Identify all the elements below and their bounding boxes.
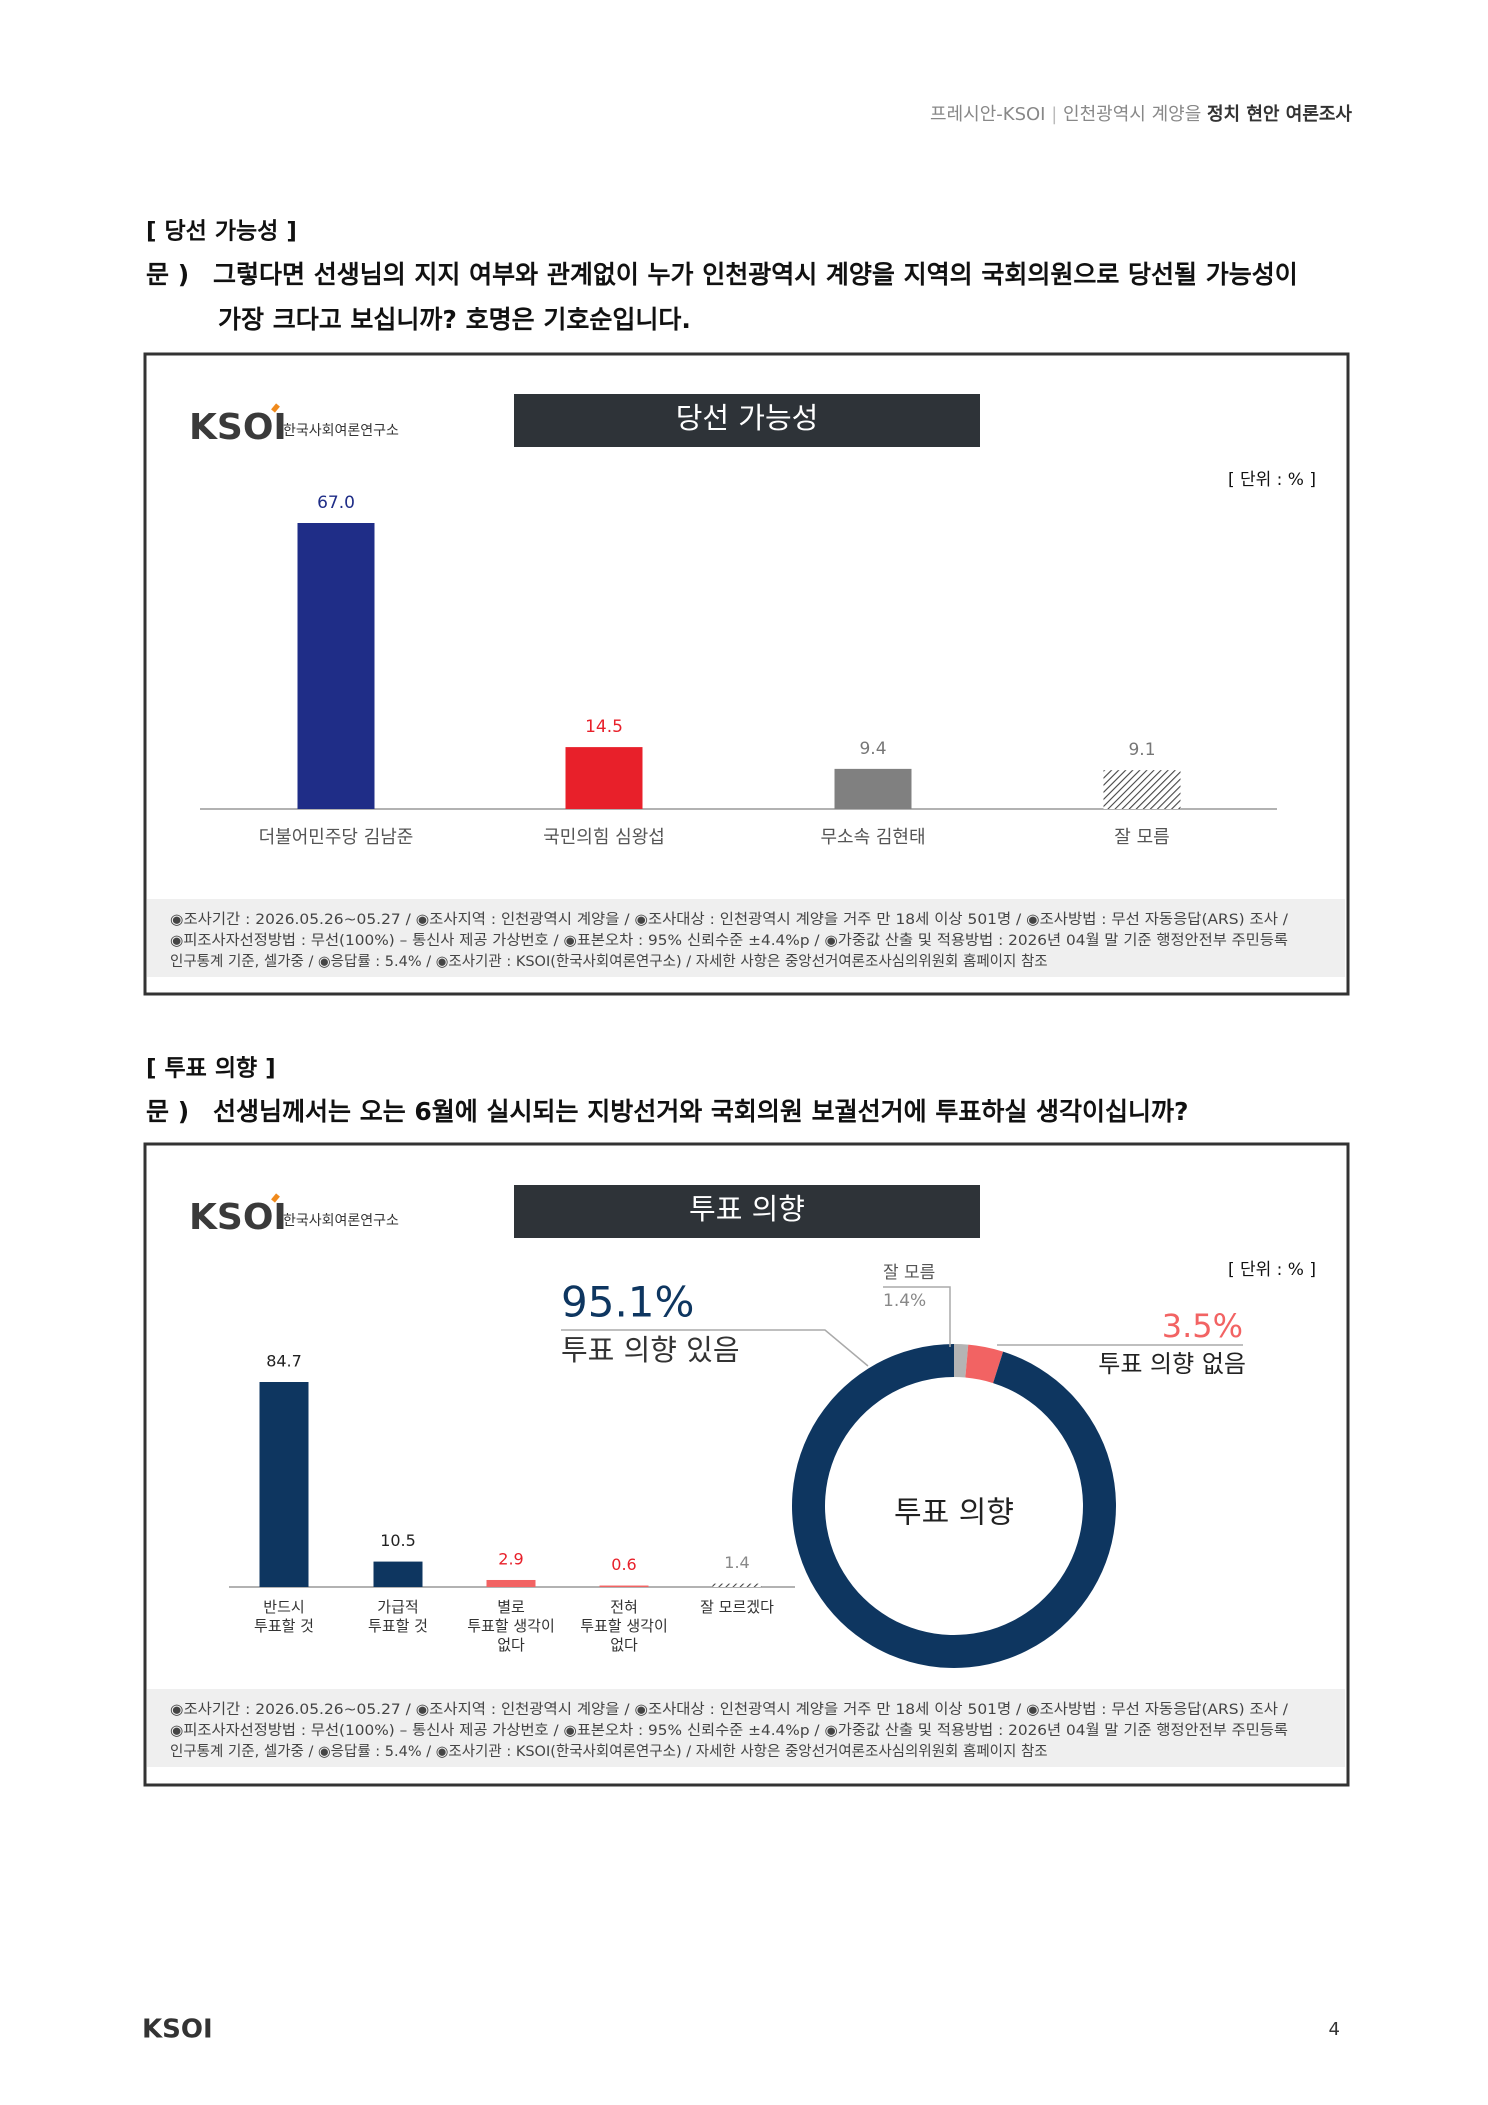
- section-heading: [ 당선 가능성 ]: [146, 219, 297, 245]
- donut-center-label: 투표 의향: [894, 1496, 1014, 1531]
- bar: [1103, 770, 1181, 809]
- value-label: 0.6: [611, 1555, 636, 1574]
- region: 인천광역시 계양을: [1063, 104, 1201, 125]
- footer-logo: KSOI: [142, 2015, 213, 2045]
- publisher: 프레시안-KSOI: [930, 104, 1045, 125]
- category-label: 반드시 투표할 것: [254, 1598, 314, 1635]
- chart-title: 당선 가능성: [676, 401, 819, 435]
- footnote-line: 인구통계 기준, 셀가중 / ◉응답률 : 5.4% / ◉조사기관 : KSO…: [170, 953, 1048, 970]
- bar: [565, 747, 643, 809]
- topic: 정치 현안 여론조사: [1207, 104, 1352, 125]
- leader-line: [883, 1286, 951, 1347]
- footnote-box: [147, 1689, 1345, 1767]
- category-line: 투표할 것: [254, 1617, 314, 1635]
- footnote-box: [147, 899, 1345, 977]
- value-label: 9.1: [1128, 740, 1155, 760]
- category-label: 잘 모름: [1114, 827, 1169, 848]
- panel-frame: [143, 352, 1350, 996]
- category-line: 투표할 생각이: [467, 1617, 555, 1635]
- bar: [599, 1585, 649, 1587]
- footnote-line: ◉피조사자선정방법 : 무선(100%) – 통신사 제공 가상번호 / ◉표본…: [170, 1722, 1288, 1739]
- bar: [834, 768, 912, 809]
- panel-frame: [143, 1142, 1350, 1787]
- bar: [712, 1583, 762, 1587]
- slice-value-label: 1.4%: [883, 1291, 926, 1311]
- unit-label: [ 단위 : % ]: [1228, 470, 1316, 490]
- footnote-line: ◉조사기간 : 2026.05.26~05.27 / ◉조사지역 : 인천광역시…: [170, 1701, 1288, 1718]
- slice-category-label: 투표 의향 없음: [1098, 1350, 1246, 1378]
- bar: [259, 1382, 309, 1587]
- page-header: 프레시안-KSOI | 인천광역시 계양을 정치 현안 여론조사: [930, 104, 1352, 125]
- category-line: 투표할 생각이: [580, 1617, 668, 1635]
- question-text: 그렇다면 선생님의 지지 여부와 관계없이 누가 인천광역시 계양을 지역의 국…: [213, 260, 1298, 289]
- value-label: 1.4: [724, 1553, 749, 1572]
- slice-value-label: 95.1%: [561, 1278, 694, 1327]
- slice-value-label: 3.5%: [1162, 1307, 1243, 1345]
- logo-caption: 한국사회여론연구소: [283, 423, 399, 439]
- category-label: 국민의힘 심왕섭: [543, 827, 665, 848]
- unit-label: [ 단위 : % ]: [1228, 1260, 1316, 1280]
- slice-category-label: 잘 모름: [883, 1263, 935, 1283]
- slice-category-label: 투표 의향 있음: [561, 1333, 740, 1367]
- category-line: 전혀: [610, 1598, 638, 1616]
- question-label: 문 ): [146, 260, 189, 289]
- question-text: 가장 크다고 보십니까? 호명은 기호순입니다.: [218, 305, 691, 334]
- category-line: 잘 모르겠다: [700, 1598, 774, 1616]
- page-number: 4: [1329, 2019, 1340, 2040]
- value-label: 2.9: [498, 1549, 523, 1568]
- separator: |: [1051, 104, 1057, 125]
- category-label: 더불어민주당 김남준: [259, 827, 414, 848]
- category-line: 없다: [610, 1636, 638, 1654]
- logo: KSOI: [189, 1197, 287, 1238]
- chart-title: 투표 의향: [689, 1192, 805, 1226]
- chart-title-box: [514, 1185, 980, 1238]
- section-heading: [ 투표 의향 ]: [146, 1056, 276, 1082]
- value-label: 9.4: [859, 739, 886, 759]
- chart-title-box: [514, 394, 980, 447]
- category-line: 투표할 것: [368, 1617, 428, 1635]
- footnote-line: ◉조사기간 : 2026.05.26~05.27 / ◉조사지역 : 인천광역시…: [170, 911, 1288, 928]
- category-line: 별로: [497, 1598, 525, 1616]
- category-line: 반드시: [263, 1598, 304, 1616]
- logo: KSOI: [189, 407, 287, 448]
- logo-caption: 한국사회여론연구소: [283, 1213, 399, 1229]
- category-label: 가급적 투표할 것: [368, 1598, 428, 1635]
- question-label: 문 ): [146, 1097, 189, 1126]
- value-label: 84.7: [266, 1352, 302, 1371]
- value-label: 14.5: [585, 717, 623, 737]
- logo-accent: [271, 403, 280, 413]
- category-line: 없다: [497, 1636, 525, 1654]
- category-label: 무소속 김현태: [820, 827, 925, 848]
- value-label: 67.0: [317, 493, 355, 513]
- leader-line: [561, 1329, 869, 1367]
- donut-slice: [965, 1344, 1004, 1384]
- bar: [373, 1561, 423, 1587]
- footnote-line: 인구통계 기준, 셀가중 / ◉응답률 : 5.4% / ◉조사기관 : KSO…: [170, 1743, 1048, 1760]
- bar: [297, 523, 375, 809]
- category-line: 가급적: [377, 1598, 418, 1616]
- logo-accent: [271, 1193, 280, 1203]
- category-label: 별로 투표할 생각이 없다: [467, 1598, 555, 1654]
- category-label: 잘 모르겠다: [700, 1598, 774, 1616]
- footnote-line: ◉피조사자선정방법 : 무선(100%) – 통신사 제공 가상번호 / ◉표본…: [170, 932, 1288, 949]
- bar: [486, 1579, 536, 1587]
- donut-slice: [954, 1344, 969, 1378]
- value-label: 10.5: [380, 1531, 416, 1550]
- question-text: 선생님께서는 오는 6월에 실시되는 지방선거와 국회의원 보궐선거에 투표하실…: [213, 1097, 1189, 1126]
- category-label: 전혀 투표할 생각이 없다: [580, 1598, 668, 1654]
